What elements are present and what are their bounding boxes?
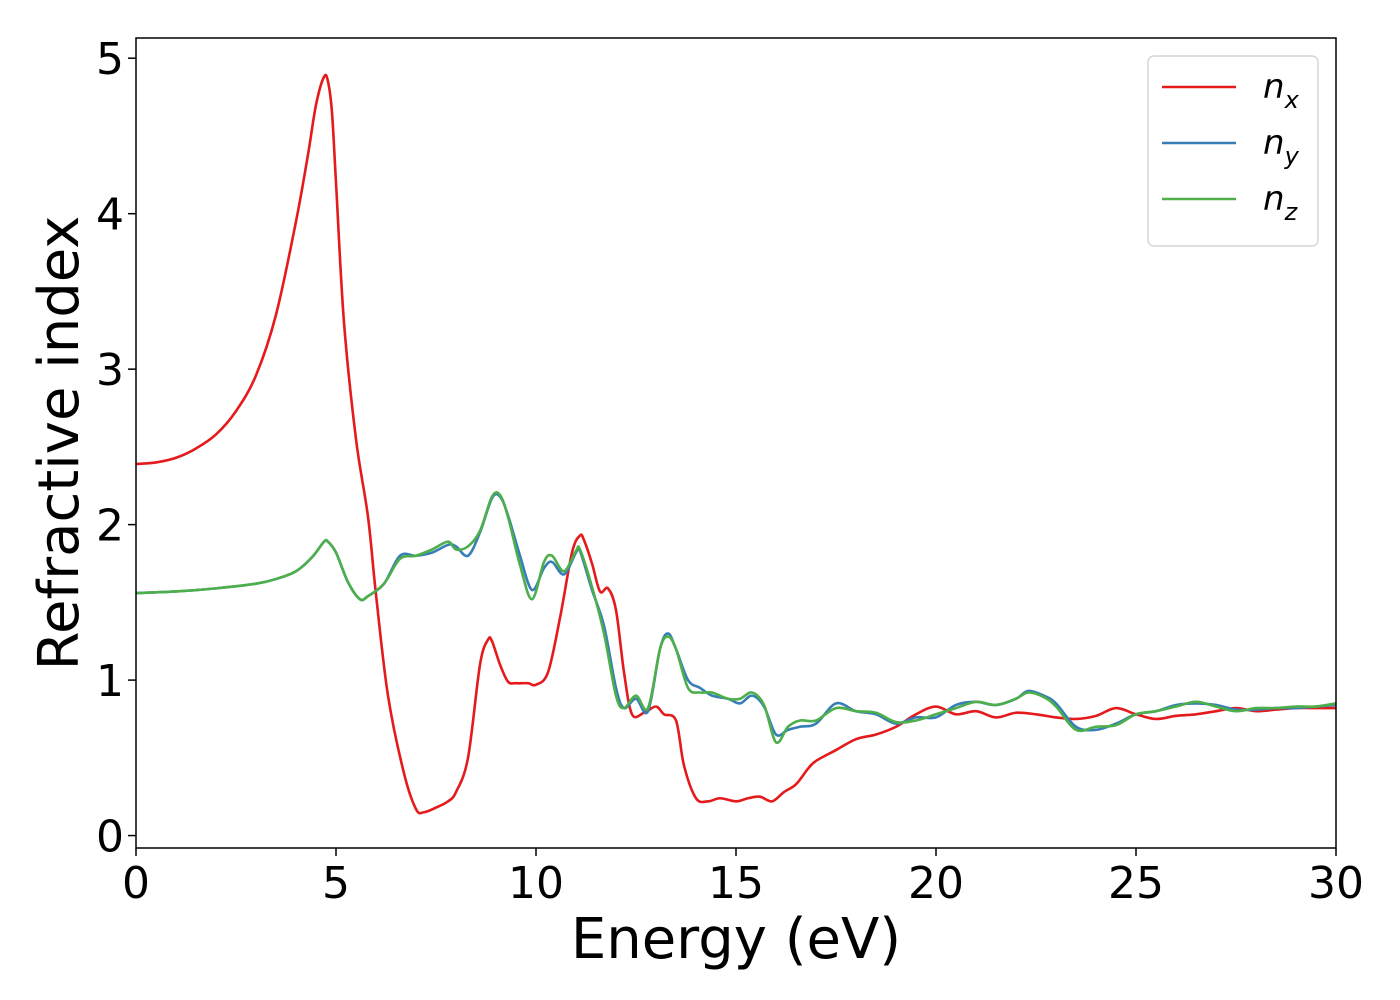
x-tick-label: 15 [708, 858, 764, 909]
series-line-n-x [136, 73, 1336, 815]
tick-layer: 0 5 10 15 20 25 30 0 1 2 3 4 5 [96, 34, 1364, 909]
legend-label-x: nx [1263, 67, 1300, 114]
x-tick-label: 25 [1108, 858, 1164, 909]
y-tick-label: 3 [96, 345, 124, 396]
y-tick-label: 2 [96, 501, 124, 552]
y-tick-label: 0 [96, 812, 124, 863]
y-tick-label: 5 [96, 34, 124, 85]
y-axis-label: Refractive index [27, 216, 92, 671]
series-line-n-z [136, 491, 1336, 745]
legend: nx ny nz [1147, 55, 1319, 247]
x-tick-label: 0 [122, 858, 150, 909]
x-axis-label: Energy (eV) [571, 907, 901, 972]
x-tick-label: 5 [322, 858, 350, 909]
y-tick-label: 1 [96, 656, 124, 707]
x-tick-label: 20 [908, 858, 964, 909]
x-tick-label: 30 [1308, 858, 1364, 909]
legend-label-y: ny [1263, 123, 1300, 170]
legend-items: nx ny nz [1162, 67, 1300, 226]
x-tick-label: 10 [508, 858, 564, 909]
legend-label-z: nz [1263, 179, 1299, 226]
y-tick-label: 4 [96, 190, 124, 241]
series-layer [136, 73, 1336, 815]
